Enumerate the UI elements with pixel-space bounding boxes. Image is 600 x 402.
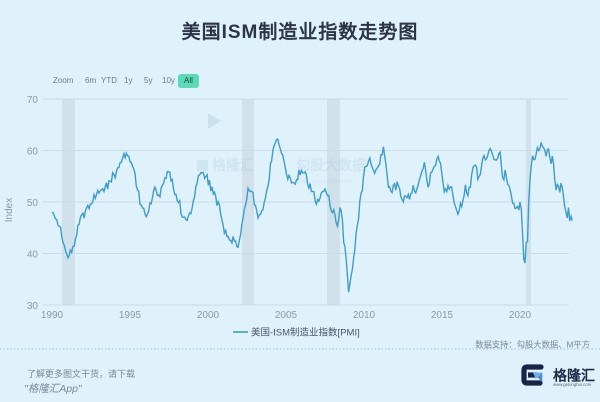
svg-text:www.gogudata.com: www.gogudata.com bbox=[295, 178, 353, 185]
svg-text:2010: 2010 bbox=[353, 310, 376, 321]
svg-text:50: 50 bbox=[27, 198, 39, 209]
svg-text:2020: 2020 bbox=[509, 310, 532, 321]
svg-text:2005: 2005 bbox=[275, 310, 298, 321]
svg-text:1995: 1995 bbox=[119, 310, 142, 321]
svg-text:1990: 1990 bbox=[41, 310, 64, 321]
svg-text:Index: Index bbox=[4, 198, 15, 222]
svg-text:了解更多图文干货，请下载: 了解更多图文干货，请下载 bbox=[27, 368, 135, 379]
svg-text:40: 40 bbox=[27, 250, 39, 261]
svg-text:格隆汇: 格隆汇 bbox=[212, 157, 254, 173]
svg-text:2000: 2000 bbox=[197, 310, 220, 321]
svg-text:www.gelonghui.com: www.gelonghui.com bbox=[553, 382, 592, 387]
svg-text:"格隆汇App": "格隆汇App" bbox=[24, 383, 83, 395]
svg-text:美国-ISM制造业指数[PMI]: 美国-ISM制造业指数[PMI] bbox=[251, 327, 360, 339]
svg-text:30: 30 bbox=[27, 301, 39, 312]
svg-text:70: 70 bbox=[27, 95, 39, 106]
svg-text:数据支持：勾股大数据、M平方: 数据支持：勾股大数据、M平方 bbox=[475, 340, 590, 350]
svg-text:勾股大数据: 勾股大数据 bbox=[296, 157, 366, 173]
svg-text:60: 60 bbox=[27, 147, 39, 158]
svg-text:2015: 2015 bbox=[431, 310, 454, 321]
